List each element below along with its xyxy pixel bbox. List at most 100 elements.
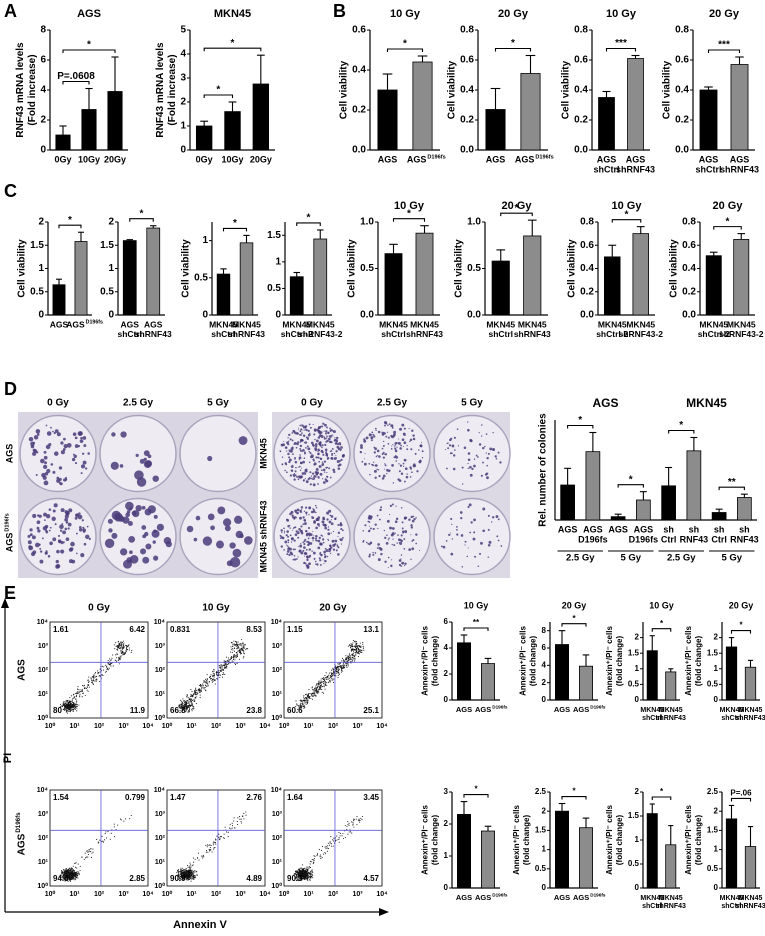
colony xyxy=(384,424,386,427)
colony xyxy=(497,518,500,521)
colony xyxy=(290,510,294,514)
event-dot xyxy=(124,653,126,655)
event-dot xyxy=(353,655,355,657)
x-tick-label: shCtrl-2 xyxy=(596,329,628,339)
event-dot xyxy=(207,683,209,685)
y-tick-label: 8 xyxy=(542,626,547,635)
colony xyxy=(78,512,81,515)
event-dot xyxy=(303,879,305,881)
event-dot xyxy=(99,671,101,673)
event-dot xyxy=(184,711,186,713)
colony xyxy=(391,543,393,546)
event-dot xyxy=(75,696,77,698)
colony xyxy=(406,444,408,447)
x-tick-label: AGS xyxy=(144,319,163,329)
colony xyxy=(392,538,394,540)
event-dot xyxy=(342,659,344,661)
event-dot xyxy=(240,648,242,650)
event-dot xyxy=(213,679,215,681)
colony xyxy=(284,469,286,472)
x-tick-label: MKN45 xyxy=(209,319,238,329)
colony xyxy=(299,449,303,452)
colony xyxy=(308,436,310,438)
colony xyxy=(371,431,374,434)
event-dot xyxy=(183,872,186,874)
event-dot xyxy=(342,667,344,669)
event-dot xyxy=(236,663,238,665)
event-dot xyxy=(77,688,79,690)
colony xyxy=(32,448,36,452)
event-dot xyxy=(339,835,341,837)
colony xyxy=(299,475,303,479)
colony xyxy=(305,534,308,537)
colony xyxy=(314,448,318,452)
event-dot xyxy=(104,833,106,835)
colony xyxy=(286,471,288,474)
y-tick-label: 1.5 xyxy=(628,811,640,820)
event-dot xyxy=(338,672,340,674)
colony xyxy=(400,558,402,560)
event-dot xyxy=(297,870,299,872)
event-dot xyxy=(350,654,353,656)
event-dot xyxy=(351,644,353,646)
x-tick-label: AGS xyxy=(626,154,646,164)
colony xyxy=(456,428,459,431)
event-dot xyxy=(126,649,128,651)
event-dot xyxy=(104,839,106,841)
chart-title: MKN45 xyxy=(686,396,727,410)
event-dot xyxy=(236,641,238,643)
event-dot xyxy=(191,694,193,696)
event-dot xyxy=(239,818,241,820)
event-dot xyxy=(335,672,337,674)
event-dot xyxy=(74,862,76,864)
event-dot xyxy=(66,879,68,882)
x-tick-label: 10⁴ xyxy=(142,891,154,898)
event-dot xyxy=(299,708,301,710)
event-dot xyxy=(184,706,186,708)
significance-label: * xyxy=(629,474,633,485)
colony xyxy=(374,427,377,430)
colony xyxy=(459,511,463,514)
x-tick-label: AGS xyxy=(378,154,398,164)
event-dot xyxy=(64,880,66,882)
colony xyxy=(287,545,289,547)
y-tick-label: 1 xyxy=(714,664,719,673)
event-dot xyxy=(360,646,362,648)
colony xyxy=(327,466,329,468)
colony xyxy=(303,542,306,546)
colony xyxy=(229,556,241,568)
colony xyxy=(398,563,402,567)
event-dot xyxy=(208,848,210,850)
y-tick-label: 0.4 xyxy=(675,85,689,96)
y-tick-label: 1 xyxy=(108,263,114,274)
colony xyxy=(394,444,396,446)
event-dot xyxy=(321,686,324,688)
bar xyxy=(122,240,137,316)
event-dot xyxy=(316,853,319,855)
colony xyxy=(387,539,390,541)
event-dot xyxy=(349,654,351,656)
event-dot xyxy=(326,682,328,684)
colony xyxy=(217,506,226,515)
colony xyxy=(116,515,120,519)
event-dot xyxy=(307,870,309,872)
colony xyxy=(331,452,334,455)
colony xyxy=(372,433,375,436)
x-tick-label: 10⁰ xyxy=(162,890,173,898)
event-dot xyxy=(70,877,72,879)
y-tick-label: 0.4 xyxy=(352,65,366,76)
event-dot xyxy=(349,655,351,657)
colony xyxy=(304,468,308,472)
colony xyxy=(461,483,464,485)
event-dot xyxy=(213,673,215,675)
event-dot xyxy=(185,706,187,708)
event-dot xyxy=(71,875,73,877)
event-dot xyxy=(308,696,310,698)
event-dot xyxy=(343,665,345,667)
event-dot xyxy=(229,658,231,660)
event-dot xyxy=(332,840,335,842)
x-tick-label-sup: D196fs xyxy=(427,154,445,160)
event-dot xyxy=(69,879,71,881)
event-dot xyxy=(62,871,64,873)
